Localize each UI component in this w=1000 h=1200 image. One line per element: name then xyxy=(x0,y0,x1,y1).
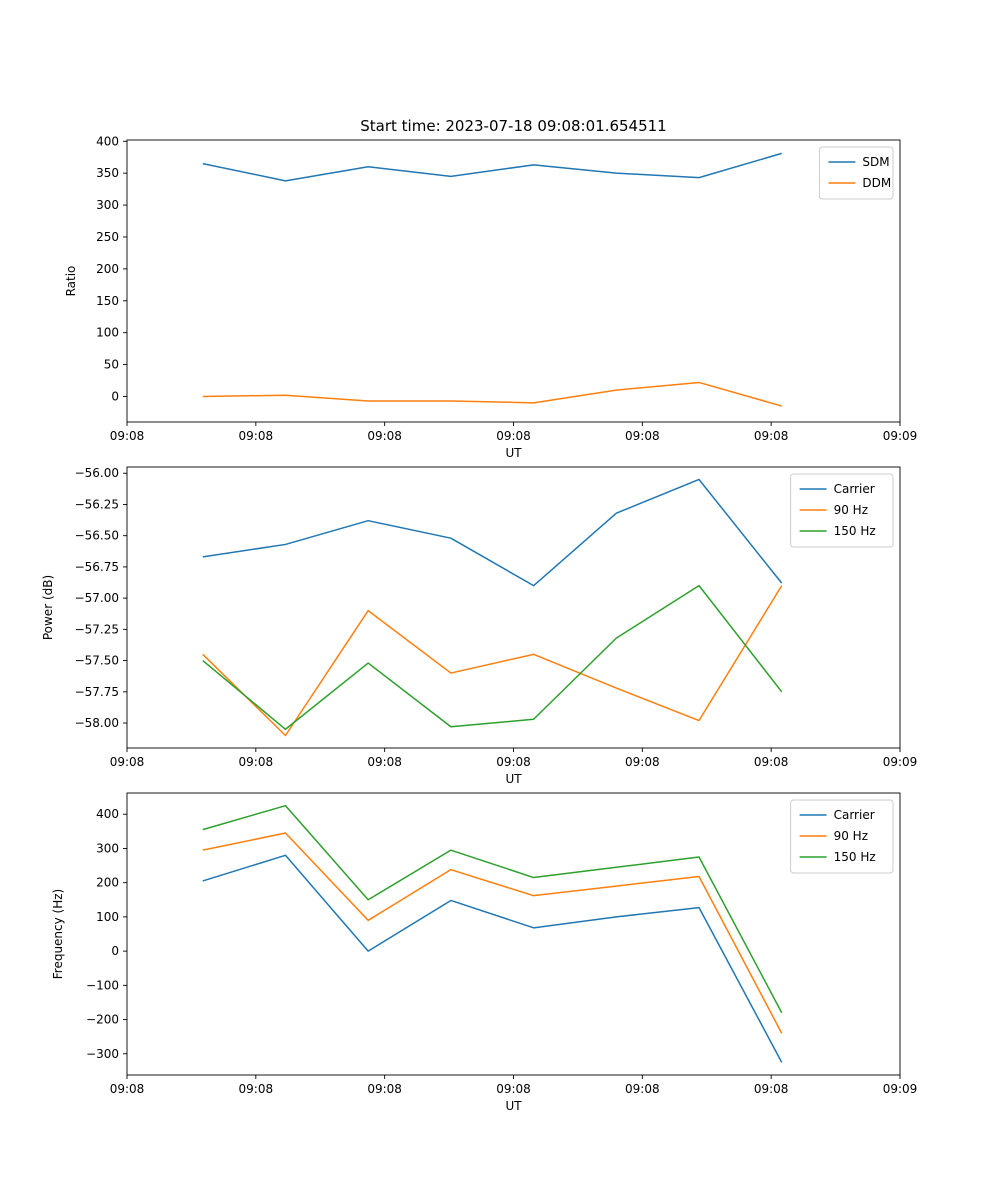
x-tick-label: 09:08 xyxy=(110,429,145,443)
y-tick-label: −57.00 xyxy=(75,591,119,605)
legend-label: Carrier xyxy=(834,482,875,496)
legend-frame xyxy=(790,799,894,874)
series-line-90-hz xyxy=(202,832,783,1034)
axes: −58.00 −57.75 −57.50 −57.25 −57.00 −56.75 −56.… xyxy=(41,466,917,786)
legend-label: DDM xyxy=(862,176,891,190)
y-tick-label: 0 xyxy=(111,944,119,958)
y-tick-label: −56.75 xyxy=(75,560,119,574)
x-tick-label: 09:08 xyxy=(110,755,145,769)
series-line-150-hz xyxy=(202,804,783,1014)
x-tick-label: 09:08 xyxy=(239,755,274,769)
y-tick-label: −56.50 xyxy=(75,529,119,543)
series-line-90-hz xyxy=(202,585,783,737)
y-tick-label: 0 xyxy=(111,389,119,403)
y-axis-label: Ratio xyxy=(64,266,78,297)
y-tick-label: 400 xyxy=(96,134,119,148)
y-tick-label: 200 xyxy=(96,876,119,890)
y-tick-label: 50 xyxy=(104,358,119,372)
x-tick-label: 09:08 xyxy=(239,1082,274,1096)
series-line-carrier xyxy=(202,854,783,1063)
y-tick-label: 300 xyxy=(96,841,119,855)
x-axis-label: UT xyxy=(505,772,522,786)
x-tick-label: 09:09 xyxy=(883,755,918,769)
y-tick-label: −300 xyxy=(86,1047,119,1061)
legend-label: 90 Hz xyxy=(834,503,868,517)
y-tick-label: 350 xyxy=(96,166,119,180)
series-line-carrier xyxy=(202,478,783,587)
legend: Carrier 90 Hz 150 Hz xyxy=(790,473,894,548)
y-tick-label: −100 xyxy=(86,978,119,992)
y-axis-label: Power (dB) xyxy=(41,575,55,640)
y-tick-label: 200 xyxy=(96,262,119,276)
frequency-chart: −300 −200 −100 0 100 200 300 400 09:08 09:08 09:08… xyxy=(51,792,918,1113)
x-axis-label: UT xyxy=(505,446,522,460)
x-tick-label: 09:08 xyxy=(754,755,789,769)
x-tick-label: 09:08 xyxy=(754,1082,789,1096)
y-tick-label: 300 xyxy=(96,198,119,212)
y-tick-label: −200 xyxy=(86,1013,119,1027)
x-axis-label: UT xyxy=(505,1099,522,1113)
y-tick-label: 100 xyxy=(96,910,119,924)
y-tick-label: 150 xyxy=(96,294,119,308)
y-tick-label: −57.75 xyxy=(75,685,119,699)
legend-label: Carrier xyxy=(834,808,875,822)
ratio-chart: 0 50 100 150 200 250 300 350 400 09:08 09:08 09:08 0… xyxy=(64,134,917,460)
y-axis-label: Frequency (Hz) xyxy=(51,889,65,980)
x-tick-label: 09:08 xyxy=(496,1082,531,1096)
axes: −300 −200 −100 0 100 200 300 400 09:08 09:08 09:08… xyxy=(51,792,918,1113)
x-tick-label: 09:08 xyxy=(367,429,402,443)
legend: Carrier 90 Hz 150 Hz xyxy=(790,799,894,874)
x-tick-label: 09:09 xyxy=(883,1082,918,1096)
legend-frame xyxy=(818,146,894,200)
y-tick-label: 250 xyxy=(96,230,119,244)
x-tick-label: 09:08 xyxy=(110,1082,145,1096)
x-tick-label: 09:08 xyxy=(367,755,402,769)
series-line-sdm xyxy=(202,152,782,182)
x-tick-label: 09:08 xyxy=(625,1082,660,1096)
x-tick-label: 09:08 xyxy=(625,429,660,443)
legend-label: 150 Hz xyxy=(834,850,876,864)
x-tick-label: 09:08 xyxy=(496,755,531,769)
y-tick-label: −56.00 xyxy=(75,466,119,480)
chart-title: Start time: 2023-07-18 09:08:01.654511 xyxy=(360,117,667,135)
x-tick-label: 09:08 xyxy=(496,429,531,443)
series-line-150-hz xyxy=(202,584,783,731)
legend-label: 150 Hz xyxy=(834,524,876,538)
legend-label: SDM xyxy=(862,155,889,169)
y-tick-label: −57.25 xyxy=(75,622,119,636)
power-chart: −58.00 −57.75 −57.50 −57.25 −57.00 −56.75 −56.… xyxy=(41,466,917,786)
y-tick-label: 400 xyxy=(96,807,119,821)
y-tick-label: −58.00 xyxy=(75,716,119,730)
y-tick-label: −56.25 xyxy=(75,497,119,511)
legend-label: 90 Hz xyxy=(834,829,868,843)
y-tick-label: −57.50 xyxy=(75,654,119,668)
x-tick-label: 09:09 xyxy=(883,429,918,443)
y-tick-label: 100 xyxy=(96,326,119,340)
x-tick-label: 09:08 xyxy=(239,429,274,443)
x-tick-label: 09:08 xyxy=(625,755,660,769)
x-tick-label: 09:08 xyxy=(367,1082,402,1096)
legend: SDM DDM xyxy=(818,146,894,200)
legend-frame xyxy=(790,473,894,548)
x-tick-label: 09:08 xyxy=(754,429,789,443)
axes: 0 50 100 150 200 250 300 350 400 09:08 09:08 09:08 0… xyxy=(64,134,917,460)
series-line-ddm xyxy=(202,381,782,407)
